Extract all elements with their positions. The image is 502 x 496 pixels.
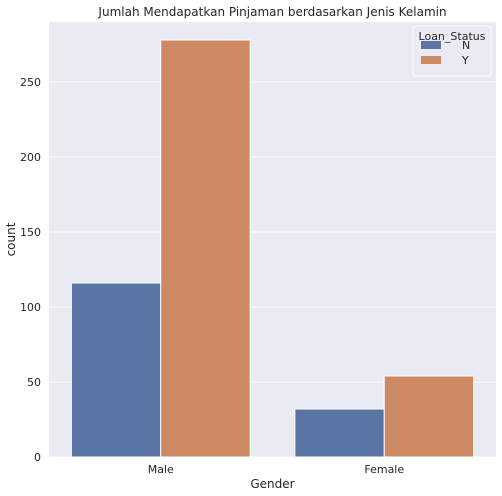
y-tick-label: 100 [20, 301, 41, 314]
legend-title: Loan_Status [419, 30, 486, 43]
y-tick-label: 250 [20, 76, 41, 89]
bar-female-n [294, 408, 385, 458]
y-tick-label: 150 [20, 226, 41, 239]
x-tick-label: Male [148, 463, 174, 476]
y-axis-label: count [4, 222, 18, 256]
legend-swatch-y [421, 56, 441, 64]
chart-title: Jumlah Mendapatkan Pinjaman berdasarkan … [97, 5, 446, 19]
legend-label-n: N [462, 39, 470, 52]
x-tick-labels: Male Female [148, 463, 405, 476]
legend: Loan_Status NY [412, 25, 492, 77]
x-tick-label: Female [364, 463, 404, 476]
bar-male-y [160, 39, 251, 458]
legend-swatch-n [421, 41, 441, 49]
legend-label-y: Y [461, 54, 469, 67]
y-tick-label: 50 [27, 376, 41, 389]
y-tick-labels: 0 50 100 150 200 250 [20, 76, 41, 464]
bar-female-y [383, 375, 475, 458]
y-tick-label: 0 [34, 451, 41, 464]
bars [70, 39, 475, 458]
y-tick-label: 200 [20, 151, 41, 164]
bar-male-n [70, 282, 162, 458]
x-axis-label: Gender [250, 477, 294, 491]
